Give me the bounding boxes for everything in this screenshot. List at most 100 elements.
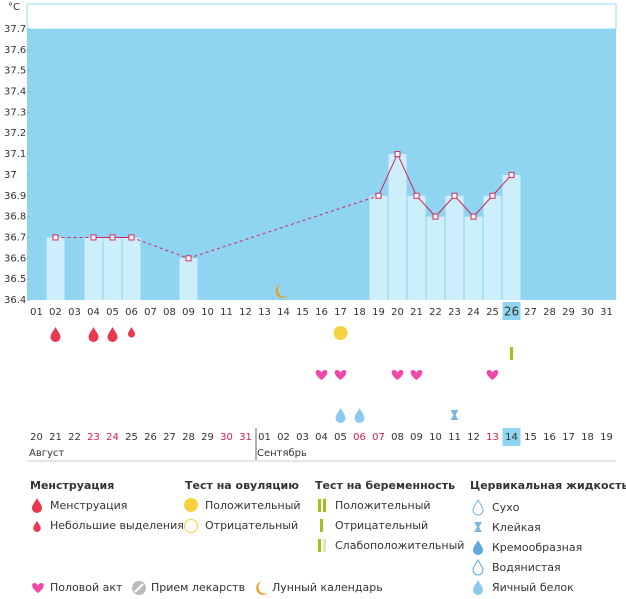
legend-icon <box>473 580 483 595</box>
legend-icon <box>323 499 326 512</box>
line-segment <box>131 236 189 259</box>
y-tick-label: 36.4 <box>4 295 26 306</box>
date-label: 12 <box>467 432 480 443</box>
date-label: 29 <box>201 432 214 443</box>
x-tick-label: 04 <box>87 307 100 318</box>
date-label: 18 <box>581 432 594 443</box>
legend-icon <box>473 540 483 555</box>
date-label: 26 <box>144 432 157 443</box>
plot-top <box>26 3 617 30</box>
legend-item: Отрицательный <box>205 519 298 532</box>
x-tick-label: 12 <box>239 307 252 318</box>
legend-title: Тест на овуляцию <box>185 479 299 492</box>
legend-icon <box>134 583 144 593</box>
date-label: 01 <box>258 432 271 443</box>
line-segment <box>435 195 455 217</box>
date-label: 14 <box>505 432 518 443</box>
menstruation <box>88 327 99 342</box>
legend-item: Прием лекарств <box>151 581 245 594</box>
x-tick-label: 18 <box>353 307 366 318</box>
x-tick-label: 24 <box>467 307 480 318</box>
legend-icon <box>256 581 268 595</box>
x-tick-label: 06 <box>125 307 138 318</box>
line-segment <box>492 174 512 197</box>
date-label: 19 <box>600 432 613 443</box>
date-label: 15 <box>524 432 537 443</box>
legend-icon <box>323 539 326 552</box>
date-label: 28 <box>182 432 195 443</box>
bar <box>483 195 502 300</box>
intercourse <box>486 370 499 380</box>
date-label: 03 <box>296 432 309 443</box>
legend-title: Менструация <box>30 479 114 492</box>
bar <box>122 237 141 300</box>
point <box>375 192 382 199</box>
date-label: 20 <box>30 432 43 443</box>
date-label: 30 <box>220 432 233 443</box>
pregnancy-test <box>510 347 513 360</box>
legend-icon <box>32 583 44 593</box>
bar <box>369 195 388 300</box>
date-label: 11 <box>448 432 461 443</box>
x-tick-label: 05 <box>106 307 119 318</box>
legend-item: Яичный белок <box>492 581 574 594</box>
date-label: 21 <box>49 432 62 443</box>
date-label: 22 <box>68 432 81 443</box>
date-label: 04 <box>315 432 328 443</box>
x-tick-label: 11 <box>220 307 233 318</box>
x-tick-label: 10 <box>201 307 214 318</box>
bar <box>179 258 198 300</box>
line-segment <box>454 195 474 217</box>
y-tick-label: 37.5 <box>4 66 26 77</box>
x-tick-label: 21 <box>410 307 423 318</box>
x-tick-label: 29 <box>562 307 575 318</box>
date-label: 24 <box>106 432 119 443</box>
legend-title: Тест на беременность <box>315 479 455 492</box>
date-label: 09 <box>410 432 423 443</box>
y-tick-label: 37.4 <box>4 87 26 98</box>
line-segment <box>416 195 436 217</box>
x-tick-label: 19 <box>372 307 385 318</box>
bar <box>445 195 464 300</box>
cervical-egg-white <box>354 408 365 423</box>
cervical-sticky <box>450 410 459 420</box>
x-tick-label: 31 <box>600 307 613 318</box>
y-tick-label: 36.9 <box>4 191 26 202</box>
month-label: Сентябрь <box>257 448 307 459</box>
date-label: 13 <box>486 432 499 443</box>
moon <box>275 284 288 298</box>
line-segment <box>473 195 493 217</box>
date-label: 08 <box>391 432 404 443</box>
line-segment <box>397 153 417 196</box>
cervical-watery <box>335 408 346 423</box>
x-tick-label: 08 <box>163 307 176 318</box>
menstruation <box>50 327 61 342</box>
y-tick-label: 37.1 <box>4 149 26 160</box>
date-label: 16 <box>543 432 556 443</box>
x-tick-label: 17 <box>334 307 347 318</box>
legend-icon <box>318 499 321 512</box>
point <box>128 234 135 241</box>
x-tick-label: 07 <box>144 307 157 318</box>
light-bleeding <box>128 327 135 338</box>
point <box>489 192 496 199</box>
legend-icon <box>320 519 323 532</box>
x-tick-label: 23 <box>448 307 461 318</box>
date-label: 06 <box>353 432 366 443</box>
highlight-day <box>502 302 521 320</box>
x-tick-label: 28 <box>543 307 556 318</box>
legend-item: Небольшие выделения <box>50 519 184 532</box>
x-tick-label: 20 <box>391 307 404 318</box>
point <box>52 234 59 241</box>
intercourse <box>410 370 423 380</box>
legend-item: Лунный календарь <box>272 581 383 594</box>
point <box>394 151 401 158</box>
legend-item: Клейкая <box>492 521 541 534</box>
x-tick-label: 16 <box>315 307 328 318</box>
point <box>109 234 116 241</box>
x-tick-label: 13 <box>258 307 271 318</box>
x-tick-label: 03 <box>68 307 81 318</box>
x-tick-label: 14 <box>277 307 290 318</box>
legend-item: Половой акт <box>50 581 123 594</box>
